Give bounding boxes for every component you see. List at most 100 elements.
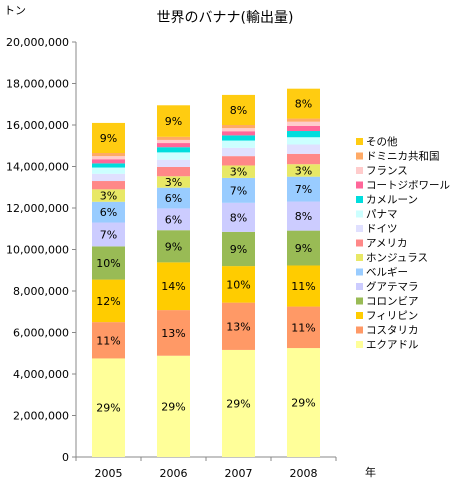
y-tick-label: 14,000,000 (6, 161, 69, 174)
bar-segment (287, 137, 320, 145)
legend-label: ドイツ (366, 223, 398, 235)
bar-data-label: 11% (291, 280, 315, 293)
bar-segment (222, 202, 255, 232)
bar-data-label: 10% (96, 257, 120, 270)
y-tick-label: 8,000,000 (13, 285, 69, 298)
legend-swatch (356, 210, 363, 218)
legend-swatch (356, 167, 363, 174)
bar-segment (287, 125, 320, 132)
bar-data-label: 7% (230, 184, 247, 197)
y-tick-label: 6,000,000 (13, 327, 69, 340)
bar-segment (222, 94, 255, 125)
bar-segment (157, 166, 190, 177)
y-tick-label: 10,000,000 (6, 244, 69, 257)
legend: その他ドミニカ共和国フランスコートジボワールカメルーンパナマドイツアメリカホンジ… (356, 135, 450, 351)
bar-data-label: 3% (165, 176, 182, 189)
legend-label: ドミニカ共和国 (366, 151, 440, 163)
legend-label: コスタリカ (366, 325, 419, 337)
bar-segment (287, 131, 320, 138)
bar-segment (287, 230, 320, 266)
bar-data-label: 10% (226, 278, 250, 291)
x-tick-label: 2006 (160, 467, 188, 480)
bar-segment (157, 230, 190, 263)
legend-swatch (356, 341, 363, 348)
bar-data-label: 8% (295, 98, 312, 111)
bar-segment (222, 147, 255, 157)
legend-label: カメルーン (366, 194, 418, 206)
bar-data-label: 13% (161, 327, 185, 340)
bar-data-label: 29% (96, 402, 120, 415)
y-axis-unit-label: トン (4, 4, 26, 17)
bar-data-label: 6% (100, 206, 117, 219)
legend-label: その他 (366, 135, 398, 148)
legend-swatch (356, 312, 363, 319)
bar-segment (157, 143, 190, 148)
bar-data-label: 8% (230, 104, 247, 117)
bar-segment (157, 105, 190, 137)
bar-segment (92, 358, 125, 457)
chart-title: 世界のバナナ(輸出量) (157, 10, 294, 26)
bar-segment (222, 302, 255, 350)
legend-label: コートジボワール (366, 180, 450, 192)
bar-segment (157, 152, 190, 160)
y-tick-label: 16,000,000 (6, 119, 69, 132)
bar-segment (287, 176, 320, 202)
bar-segment (222, 165, 255, 178)
bar-data-label: 7% (100, 228, 117, 241)
bar-data-label: 3% (230, 166, 247, 179)
bar-segment (92, 279, 125, 323)
bar-segment (287, 118, 320, 122)
y-tick-label: 2,000,000 (13, 410, 69, 423)
bar-segment (157, 355, 190, 457)
bar-data-label: 8% (295, 210, 312, 223)
bar-segment (287, 306, 320, 349)
bar-segment (222, 266, 255, 303)
legend-label: コロンビア (366, 296, 419, 308)
bar-segment (222, 231, 255, 267)
y-tick-label: 18,000,000 (6, 78, 69, 91)
legend-swatch (356, 297, 363, 305)
bar-segment (287, 201, 320, 231)
bar-segment (92, 153, 125, 157)
bar-segment (222, 156, 255, 166)
bar-data-label: 29% (291, 397, 315, 410)
legend-label: グアテマラ (366, 280, 419, 293)
legend-swatch (356, 196, 363, 203)
bar-data-label: 9% (230, 243, 247, 256)
legend-label: ホンジュラス (366, 252, 428, 264)
bar-segment (157, 136, 190, 140)
bar-segment (222, 140, 255, 148)
bar-segment (222, 177, 255, 203)
bar-segment (92, 156, 125, 160)
bar-segment (92, 181, 125, 190)
bar-segment (157, 159, 190, 167)
legend-swatch (356, 283, 363, 290)
bar-segment (287, 164, 320, 177)
bar-data-label: 29% (226, 397, 250, 410)
bar-data-label: 12% (96, 295, 120, 308)
legend-swatch (356, 239, 363, 247)
x-axis-unit-label: 年 (365, 465, 376, 479)
x-tick-label: 2005 (95, 467, 123, 480)
bar-segment (92, 167, 125, 174)
bar-data-label: 3% (295, 164, 312, 177)
bar-data-label: 9% (100, 132, 117, 145)
legend-swatch (356, 254, 363, 261)
legend-label: アメリカ (366, 238, 407, 250)
bar-data-label: 13% (226, 320, 250, 333)
bar-segment (287, 153, 320, 165)
legend-label: パナマ (366, 209, 398, 221)
bar-segment (157, 176, 190, 188)
bar-data-label: 9% (165, 240, 182, 253)
y-tick-label: 12,000,000 (6, 202, 69, 215)
bar-segment (222, 349, 255, 457)
y-tick-label: 0 (62, 451, 69, 464)
bar-segment (92, 189, 125, 202)
bar-data-label: 7% (295, 183, 312, 196)
bar-segment (287, 265, 320, 307)
bar-segment (157, 262, 190, 311)
bar-data-label: 8% (230, 211, 247, 224)
bar-segment (287, 348, 320, 457)
